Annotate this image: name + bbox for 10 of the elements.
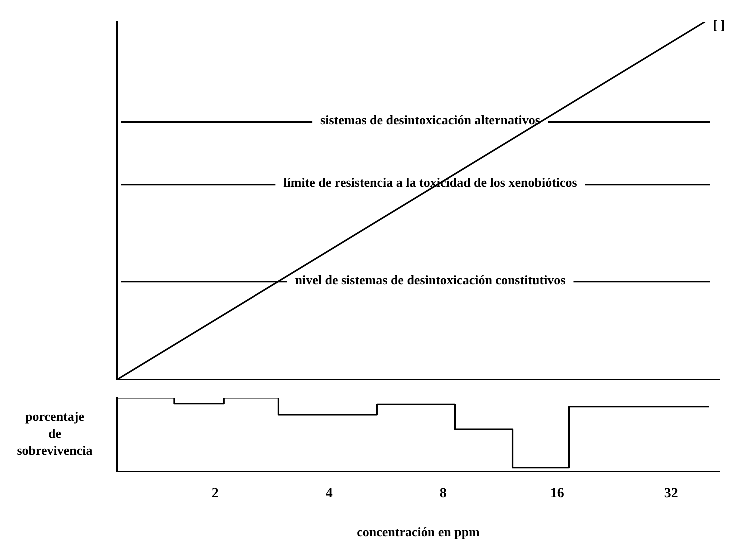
x-tick-label: 32	[664, 486, 678, 502]
y-axis-title: porcentaje de sobrevivencia	[17, 409, 94, 458]
x-axis-title: concentración en ppm	[357, 524, 480, 540]
x-tick-label: 4	[326, 486, 333, 502]
ref-line-label: sistemas de desintoxicación alternativos	[320, 112, 540, 128]
annotation: [ ]	[713, 17, 726, 32]
x-tick-label: 8	[440, 486, 447, 502]
x-tick-label: 2	[212, 486, 219, 502]
x-tick-label: 16	[550, 486, 564, 502]
ref-line-label: nivel de sistemas de desintoxicación constitutivos	[295, 272, 566, 288]
